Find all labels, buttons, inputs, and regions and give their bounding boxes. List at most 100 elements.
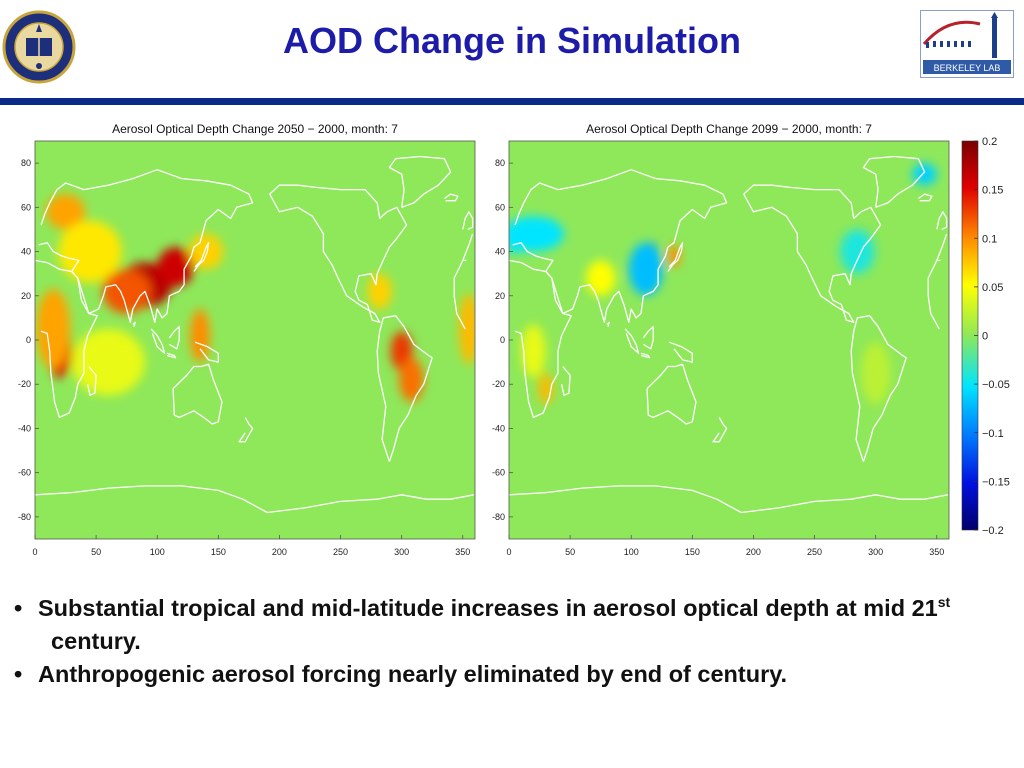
y-tick-label: -80 xyxy=(18,512,31,522)
map-panel-2099: Aerosol Optical Depth Change 2099 − 2000… xyxy=(492,122,950,557)
coastline xyxy=(269,184,408,323)
aod-hotspot xyxy=(189,233,224,270)
coastline xyxy=(927,260,940,330)
x-tick-label: 0 xyxy=(32,547,37,557)
coastline xyxy=(238,417,254,443)
colorbar-tick-label: 0 xyxy=(982,331,988,343)
aod-hotspot xyxy=(46,194,86,230)
coastline xyxy=(936,233,948,261)
coastline xyxy=(132,321,136,327)
map-title-2050: Aerosol Optical Depth Change 2050 − 2000… xyxy=(112,122,398,136)
coastline xyxy=(712,417,728,443)
x-tick-label: 350 xyxy=(929,547,944,557)
berkeley-lab-logo: BERKELEY LAB xyxy=(920,10,1014,78)
coastline xyxy=(172,363,223,425)
x-tick-label: 250 xyxy=(333,547,348,557)
y-tick-label: -20 xyxy=(18,379,31,389)
uc-seal-logo xyxy=(2,10,76,84)
y-axis-ticks-2099: 80 60 40 20 0 -20 -40 -60 -80 xyxy=(492,158,513,522)
coastline xyxy=(35,259,98,419)
coastline xyxy=(624,328,640,354)
colorbar-tick-label: −0.15 xyxy=(982,476,1010,488)
coastline xyxy=(388,155,452,208)
aod-hotspot xyxy=(628,242,664,296)
aod-charts: Aerosol Optical Depth Change 2050 − 2000… xyxy=(18,122,1010,557)
x-tick-label: 300 xyxy=(394,547,409,557)
coastline xyxy=(862,155,926,208)
x-tick-label: 200 xyxy=(272,547,287,557)
coastline xyxy=(444,193,459,202)
x-axis-ticks-2050: 0 50 100 150 200 250 300 350 xyxy=(32,535,470,557)
aod-hotspot xyxy=(861,342,891,405)
coastline xyxy=(936,211,948,230)
map-background-2099 xyxy=(509,141,949,539)
coastline xyxy=(194,341,219,363)
aod-hotspot xyxy=(367,273,392,310)
slide-title: AOD Change in Simulation xyxy=(282,20,741,61)
coastline xyxy=(606,321,610,327)
x-tick-label: 100 xyxy=(150,547,165,557)
aod-hotspot xyxy=(58,220,122,283)
coastline xyxy=(462,211,474,230)
coastline xyxy=(667,242,684,272)
x-tick-label: 350 xyxy=(455,547,470,557)
x-tick-label: 0 xyxy=(506,547,511,557)
coastline xyxy=(453,260,466,330)
x-axis-ticks-2099: 0 50 100 150 200 250 300 350 xyxy=(506,535,944,557)
y-tick-label: 0 xyxy=(26,335,31,345)
y-tick-label: 0 xyxy=(500,335,505,345)
coastline xyxy=(150,328,166,354)
y-tick-label: 20 xyxy=(21,291,31,301)
berkeley-lab-logo-text: BERKELEY LAB xyxy=(934,63,1001,73)
coastline xyxy=(462,233,474,261)
aod-hotspot xyxy=(102,269,152,314)
y-tick-label: -40 xyxy=(18,423,31,433)
colorbar-tick-label: 0.05 xyxy=(982,282,1003,294)
bullet-item-1: Substantial tropical and mid-latitude in… xyxy=(14,592,1014,658)
aod-hotspot xyxy=(459,293,475,365)
coastline xyxy=(168,326,180,350)
x-tick-label: 150 xyxy=(211,547,226,557)
colorbar-tick-label: 0.15 xyxy=(982,185,1003,197)
coastline xyxy=(35,485,474,514)
bullet-2-text: Anthropogenic aerosol forcing nearly eli… xyxy=(38,661,788,687)
coastline xyxy=(376,315,433,462)
coastline xyxy=(646,363,697,425)
bullet-1-tail: century. xyxy=(38,628,141,654)
coastline xyxy=(193,242,210,272)
coastline xyxy=(743,184,882,323)
coastlines-2050 xyxy=(35,155,474,514)
aod-hotspot xyxy=(586,260,616,296)
coastline xyxy=(86,366,97,396)
aod-hotspot xyxy=(36,289,71,369)
aod-hotspot xyxy=(399,357,424,402)
y-tick-label: -60 xyxy=(492,468,505,478)
y-axis-ticks-2050: 80 60 40 20 0 -20 -40 -60 -80 xyxy=(18,158,39,522)
x-tick-label: 100 xyxy=(624,547,639,557)
coastline xyxy=(918,193,933,202)
y-tick-label: 60 xyxy=(495,202,505,212)
y-tick-label: 60 xyxy=(21,202,31,212)
aod-hotspot xyxy=(912,163,937,186)
coastline xyxy=(640,352,651,359)
colorbar-tick-label: −0.05 xyxy=(982,379,1010,391)
bullet-item-2: Anthropogenic aerosol forcing nearly eli… xyxy=(14,658,1014,691)
y-tick-label: 20 xyxy=(495,291,505,301)
aod-hotspot xyxy=(157,247,194,287)
x-tick-label: 200 xyxy=(746,547,761,557)
y-tick-label: 80 xyxy=(21,158,31,168)
colorbar-tick-label: −0.1 xyxy=(982,428,1004,440)
coastline xyxy=(668,341,693,363)
coastline xyxy=(642,326,654,350)
aod-field-2050 xyxy=(36,194,475,402)
y-tick-label: 40 xyxy=(495,247,505,257)
aod-hotspot xyxy=(509,227,525,254)
bullet-1-text: Substantial tropical and mid-latitude in… xyxy=(38,595,938,621)
colorbar-tick-label: −0.2 xyxy=(982,525,1004,537)
y-tick-label: -80 xyxy=(492,512,505,522)
header-rule xyxy=(0,98,1024,105)
colorbar-ticks: 0.2 0.15 0.1 0.05 0 −0.05 −0.1 −0.15 −0.2 xyxy=(974,136,1010,537)
x-tick-label: 150 xyxy=(685,547,700,557)
colorbar-tick-label: 0.1 xyxy=(982,233,997,245)
coastline xyxy=(509,259,572,419)
